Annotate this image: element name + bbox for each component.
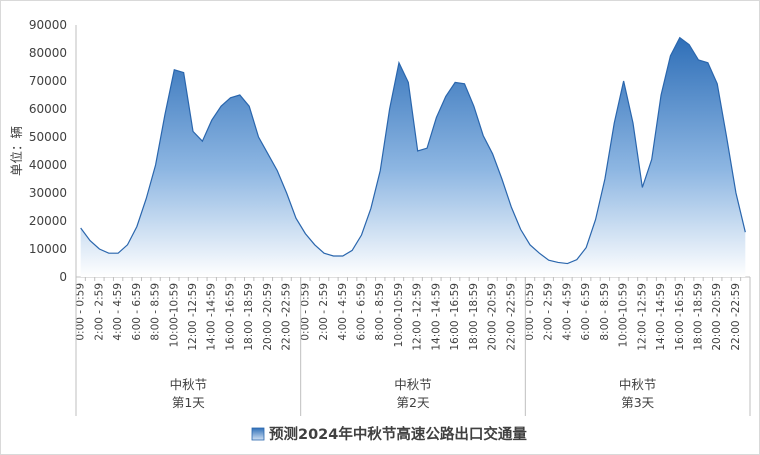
- x-tick-label: 6:00 - 6:59: [131, 283, 143, 341]
- x-tick-label: 8:00 - 8:59: [150, 283, 162, 341]
- x-tick-label: 16:00 -16:59: [449, 283, 461, 351]
- x-tick-label: 0:00 - 0:59: [75, 283, 87, 341]
- x-tick-label: 18:00 -18:59: [243, 283, 255, 351]
- x-tick-label: 20:00 -20:59: [262, 283, 274, 351]
- y-tick-label: 90000: [29, 18, 67, 32]
- y-tick-label: 20000: [29, 214, 67, 228]
- x-tick-label: 12:00 -12:59: [412, 283, 424, 351]
- x-tick-label: 12:00 -12:59: [187, 283, 199, 351]
- x-tick-label: 4:00 - 4:59: [112, 283, 124, 341]
- x-tick-label: 14:00 -14:59: [655, 283, 667, 351]
- y-tick-label: 70000: [29, 74, 67, 88]
- x-tick-label: 22:00 -22:59: [505, 283, 517, 351]
- series-area: [80, 37, 746, 277]
- x-tick-label: 16:00 -16:59: [674, 283, 686, 351]
- x-tick-label: 14:00 -14:59: [430, 283, 442, 351]
- x-tick-label: 18:00 -18:59: [468, 283, 480, 351]
- group-label-line2: 第3天: [621, 395, 654, 410]
- y-tick-label: 50000: [29, 130, 67, 144]
- group-label-line1: 中秋节: [170, 377, 208, 392]
- x-tick-label: 22:00 -22:59: [730, 283, 742, 351]
- series-line: [80, 36, 746, 265]
- x-tick-label: 2:00 - 2:59: [543, 283, 555, 341]
- x-tick-label: 8:00 - 8:59: [599, 283, 611, 341]
- x-tick-label: 10:00-10:59: [393, 283, 405, 347]
- x-tick-label: 18:00 -18:59: [693, 283, 705, 351]
- x-tick-label: 10:00-10:59: [618, 283, 630, 347]
- x-tick-label: 10:00-10:59: [168, 283, 180, 347]
- x-axis: 0:00 - 0:59 2:00 - 2:59 4:00 - 4:59 6:00 - …: [75, 276, 751, 416]
- group-label-line1: 中秋节: [619, 377, 657, 392]
- y-tick-label: 30000: [29, 186, 67, 200]
- group-label-line2: 第2天: [397, 395, 430, 410]
- y-tick-label: 10000: [29, 242, 67, 256]
- legend-swatch: [251, 427, 265, 441]
- y-axis: 0 10000 20000 30000 40000 50000 60000 70000 8000…: [29, 18, 77, 284]
- x-tick-label: 16:00 -16:59: [224, 283, 236, 351]
- x-tick-label: 0:00 - 0:59: [299, 283, 311, 341]
- y-tick-label: 40000: [29, 158, 67, 172]
- x-tick-label: 0:00 - 0:59: [524, 283, 536, 341]
- x-tick-label: 12:00 -12:59: [636, 283, 648, 351]
- y-tick-label: 80000: [29, 46, 67, 60]
- x-tick-label: 6:00 - 6:59: [356, 283, 368, 341]
- x-tick-label: 8:00 - 8:59: [374, 283, 386, 341]
- y-axis-label: 单位：辆: [9, 126, 24, 176]
- x-tick-label: 2:00 - 2:59: [318, 283, 330, 341]
- y-tick-label: 0: [59, 270, 67, 284]
- x-tick-label: 20:00 -20:59: [711, 283, 723, 351]
- x-tick-label: 6:00 - 6:59: [580, 283, 592, 341]
- x-tick-label: 4:00 - 4:59: [561, 283, 573, 341]
- group-label-line1: 中秋节: [394, 377, 432, 392]
- plot-area: [80, 36, 746, 277]
- legend: 预测2024年中秋节高速公路出口交通量: [251, 425, 527, 443]
- x-tick-label: 20:00 -20:59: [487, 283, 499, 351]
- x-tick-label: 2:00 - 2:59: [93, 283, 105, 341]
- x-tick-label: 4:00 - 4:59: [337, 283, 349, 341]
- y-tick-label: 60000: [29, 102, 67, 116]
- group-label-line2: 第1天: [172, 395, 205, 410]
- x-tick-label: 14:00 -14:59: [206, 283, 218, 351]
- x-tick-label: 22:00 -22:59: [281, 283, 293, 351]
- legend-label: 预测2024年中秋节高速公路出口交通量: [269, 425, 527, 443]
